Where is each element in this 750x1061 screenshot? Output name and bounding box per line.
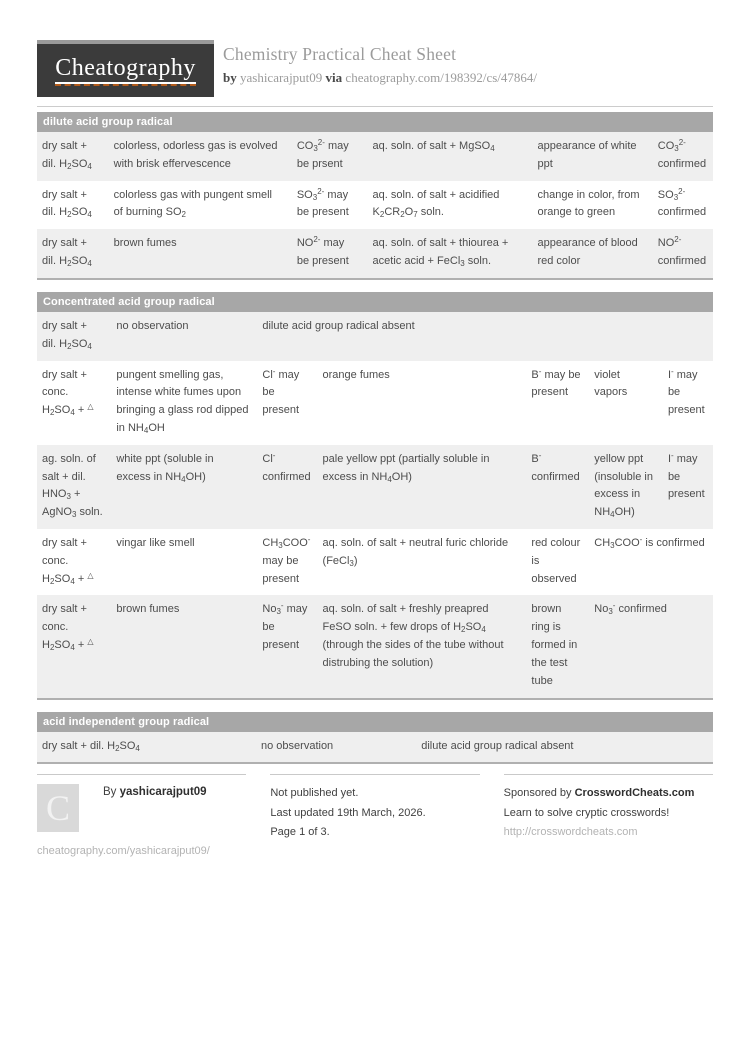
- sponsor-tagline: Learn to solve cryptic crosswords!: [503, 806, 670, 819]
- table-cell: dry salt + conc. H2SO4 + △: [42, 537, 94, 586]
- table-cell: brown ring is formed in the test tube: [531, 603, 578, 687]
- table-cell: dry salt + dil. H2SO4: [42, 739, 140, 753]
- sheet-url-link[interactable]: cheatography.com/198392/cs/47864/: [345, 70, 538, 85]
- profile-url-link[interactable]: cheatography.com/yashicarajput09/: [37, 845, 210, 858]
- table-row: dry salt + dil. H2SO4 colorless, odorless…: [37, 132, 713, 181]
- table-row: dry salt + conc. H2SO4 + △ vingar like sm…: [37, 529, 713, 596]
- table-cell: change in color, from orange to green: [537, 188, 640, 219]
- table-cell: dry salt + conc. H2SO4 + △: [42, 603, 94, 653]
- table-row: dry salt + dil. H2SO4 no observation dilut…: [37, 731, 713, 763]
- table-row: dry salt + conc. H2SO4 + △ pungent smelli…: [37, 360, 713, 445]
- footer-status-column: Not published yet. Last updated 19th Mar…: [270, 774, 480, 857]
- footer-byline: By yashicarajput09: [103, 784, 207, 798]
- table-title: dilute acid group radical: [37, 112, 713, 132]
- table-cell: dry salt + conc. H2SO4 + △: [42, 368, 94, 418]
- page-footer: C By yashicarajput09 cheatography.com/ya…: [37, 774, 713, 857]
- table-cell: white ppt (soluble in excess in NH4OH): [116, 452, 214, 484]
- table-cell: orange fumes: [322, 368, 390, 381]
- sponsor-line: Sponsored by CrosswordCheats.com: [504, 784, 713, 803]
- sponsor-name-link[interactable]: CrosswordCheats.com: [574, 787, 695, 800]
- avatar[interactable]: C: [37, 784, 79, 833]
- sponsor-prefix: Sponsored by: [503, 787, 572, 800]
- avatar-letter: C: [45, 788, 70, 829]
- table-cell: I- may be present: [667, 366, 705, 417]
- table-cell: aq. soln. of salt + acidified K2CR2O7 so…: [372, 188, 500, 220]
- table-row: dry salt + dil. H2SO4 colorless gas with …: [37, 180, 713, 230]
- table-cell: yellow ppt (insoluble in excess in NH4OH…: [594, 452, 653, 520]
- table-cell: CH3COO- is confirmed: [594, 535, 705, 550]
- table-cell: aq. soln. of salt + thiourea + acetic ac…: [372, 237, 509, 269]
- table-cell: appearance of white ppt: [537, 140, 637, 170]
- table-cell: dry salt + dil. H2SO4: [42, 237, 92, 269]
- table-row: dry salt + conc. H2SO4 + △ brown fumes No3…: [37, 595, 713, 698]
- footer-author-column: C By yashicarajput09 cheatography.com/ya…: [37, 774, 247, 858]
- publish-status: Not published yet.: [270, 787, 359, 800]
- table-cell: Cl- may be present: [262, 366, 300, 417]
- footer-author-link[interactable]: yashicarajput09: [119, 786, 207, 799]
- table-cell: CH3COO- may be present: [262, 535, 311, 585]
- by-label: by: [223, 70, 237, 85]
- table-cell: ag. soln. of salt + dil. HNO3 + AgNO3 so…: [42, 452, 103, 520]
- table-cell: NO2- may be present: [296, 235, 349, 268]
- table-cell: appearance of blood red color: [537, 237, 638, 268]
- page-title: Chemistry Practical Cheat Sheet: [223, 44, 457, 64]
- table-cell: aq. soln. of salt + freshly preapred FeS…: [322, 603, 504, 669]
- via-label: via: [325, 70, 343, 85]
- table-row: ag. soln. of salt + dil. HNO3 + AgNO3 so…: [37, 444, 713, 529]
- table-cell: dry salt + dil. H2SO4: [42, 140, 92, 171]
- table-cell: No3- confirmed: [594, 601, 667, 617]
- last-updated: Last updated 19th March, 2026.: [270, 806, 426, 819]
- footer-sponsor-column: Sponsored by CrosswordCheats.com Learn t…: [503, 774, 713, 857]
- table-cell: brown fumes: [113, 237, 177, 250]
- table-cell: NO2- confirmed: [657, 235, 707, 268]
- table-cell: no observation: [261, 739, 334, 752]
- table-acid-independent-group-radical: acid independent group radical dry salt +…: [37, 711, 713, 765]
- table-cell: no observation: [116, 319, 189, 332]
- table-cell: vingar like smell: [116, 537, 195, 549]
- header-divider: [37, 106, 713, 107]
- table-cell: colorless gas with pungent smell of burn…: [113, 188, 272, 220]
- table-cell: B- confirmed: [531, 450, 580, 483]
- table-cell: dilute acid group radical absent: [262, 319, 415, 332]
- table-row: dry salt + dil. H2SO4 no observation dilut…: [37, 311, 713, 361]
- sponsor-url-link[interactable]: http://crosswordcheats.com: [503, 825, 638, 838]
- table-row: dry salt + dil. H2SO4 brown fumes NO2- may…: [37, 229, 713, 278]
- table-cell: colorless, odorless gas is evolved with …: [113, 140, 278, 170]
- table-cell: I- may be present: [667, 450, 705, 501]
- table-dilute-acid-group-radical: dilute acid group radical dry salt + dil.…: [37, 112, 713, 280]
- table-cell: Cl- confirmed: [262, 450, 311, 483]
- logo-underline: Cheatography: [55, 55, 196, 86]
- table-cell: CO32- may be prsent: [296, 138, 349, 170]
- table-cell: SO32- may be present: [296, 186, 349, 219]
- table-cell: dry salt + dil. H2SO4: [42, 319, 92, 351]
- author-link[interactable]: yashicarajput09: [239, 70, 323, 85]
- table-cell: violet vapors: [594, 368, 628, 399]
- table-cell: pungent smelling gas, intense white fume…: [116, 368, 249, 435]
- table-cell: brown fumes: [116, 603, 180, 616]
- table-cell: dilute acid group radical absent: [421, 739, 574, 752]
- table-cell: red colour is observed: [531, 537, 581, 585]
- table-cell: dry salt + dil. H2SO4: [42, 188, 92, 220]
- table-cell: No3- may be present: [262, 601, 308, 652]
- table-cell: CO32- confirmed: [657, 138, 707, 170]
- table-cell: aq. soln. of salt + MgSO4: [372, 140, 495, 153]
- tables-area: dilute acid group radical dry salt + dil.…: [37, 112, 713, 765]
- cheatography-logo[interactable]: Cheatography: [37, 40, 214, 97]
- title-block: Chemistry Practical Cheat Sheet by yashi…: [223, 40, 537, 86]
- table-title: Concentrated acid group radical: [37, 291, 713, 312]
- table-cell: SO32- confirmed: [657, 186, 707, 219]
- logo-text: Cheatography: [55, 55, 196, 84]
- table-concentrated-acid-group-radical: Concentrated acid group radical dry salt …: [37, 291, 713, 700]
- table-cell: pale yellow ppt (partially soluble in ex…: [322, 452, 490, 484]
- page-info: Page 1 of 3.: [270, 825, 330, 838]
- byline: by yashicarajput09 via cheatography.com/…: [223, 70, 537, 86]
- page-header: Cheatography Chemistry Practical Cheat S…: [37, 40, 713, 97]
- footer-by-label: By: [103, 786, 117, 799]
- table-title: acid independent group radical: [37, 711, 713, 732]
- table-cell: B- may be present: [531, 366, 581, 399]
- table-cell: aq. soln. of salt + neutral furic chlori…: [322, 537, 509, 568]
